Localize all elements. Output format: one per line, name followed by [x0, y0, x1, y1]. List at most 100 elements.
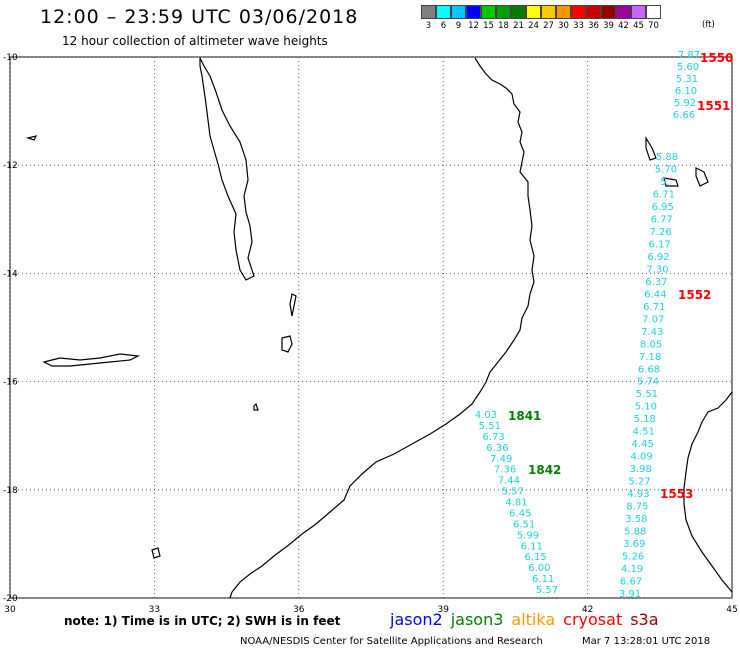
- comoros-island-3: [695, 167, 709, 187]
- lake-outline-2: [289, 293, 297, 317]
- color-scale-unit: (ft): [702, 20, 715, 30]
- color-scale-swatches: [421, 5, 661, 19]
- wave-height-value: 6.66: [673, 110, 695, 121]
- wave-height-value: 5.57: [502, 487, 524, 498]
- wave-height-value: 6.00: [528, 563, 550, 574]
- color-scale-labels: 3 6 9 12 15 18 21 24 27 30 33 36 39 42 45 70: [421, 21, 661, 31]
- color-swatch: [451, 5, 466, 19]
- color-swatch: [646, 5, 661, 19]
- satellite-legend-jason2: jason2: [390, 610, 443, 629]
- wave-height-value: 6.68: [638, 364, 660, 375]
- madagascar-coastline: [683, 391, 733, 593]
- coastline: [25, 57, 733, 599]
- wave-height-value: 5.51: [479, 421, 501, 432]
- color-swatch: [571, 5, 586, 19]
- pass-number-label: 1550: [700, 51, 733, 65]
- color-scale-label: 45: [633, 21, 644, 31]
- wave-height-value: 6.71: [653, 189, 675, 200]
- wave-height-value: 7.07: [642, 314, 664, 325]
- color-scale-label: 18: [498, 21, 509, 31]
- wave-height-value: 7.18: [639, 352, 661, 363]
- map-frame: [9, 56, 733, 599]
- wave-height-value: 5.99: [517, 530, 539, 541]
- wave-height-value: 8.75: [626, 502, 648, 513]
- wave-height-value: 7.26: [650, 227, 672, 238]
- color-swatch: [631, 5, 646, 19]
- wave-height-value: 7.30: [646, 264, 668, 275]
- wave-height-value: 6.77: [651, 214, 673, 225]
- wave-height-value: 6.95: [652, 202, 674, 213]
- color-swatch: [436, 5, 451, 19]
- color-scale-label: 15: [483, 21, 494, 31]
- page-subtitle: 12 hour collection of altimeter wave hei…: [62, 34, 328, 48]
- color-swatch: [556, 5, 571, 19]
- wave-height-value: 4.81: [505, 498, 527, 509]
- wave-height-value: 4.45: [632, 439, 654, 450]
- wave-height-value: 7.43: [641, 327, 663, 338]
- wave-height-value: 6.45: [509, 508, 531, 519]
- wave-height-value: 5.27: [628, 477, 650, 488]
- wave-height-value: 5.74: [637, 377, 659, 388]
- lon-tick-label: 45: [726, 605, 737, 615]
- wave-height-value: 4.19: [621, 564, 643, 575]
- lat-tick-label: -14: [3, 269, 18, 279]
- lat-tick-label: -20: [3, 594, 18, 604]
- wave-height-value: 5.88: [656, 152, 678, 163]
- wave-height-value: 7.36: [494, 465, 516, 476]
- satellite-legend-altika: altika: [511, 610, 556, 629]
- cahora-bassa-outline: [42, 353, 141, 367]
- wave-height-value: 6.71: [643, 302, 665, 313]
- lake-malawi-outline: [199, 57, 255, 281]
- pass-labels: 1550 1551 1552 1841 1842 1553: [508, 51, 733, 501]
- color-swatch: [466, 5, 481, 19]
- pass-number-label: 1842: [528, 463, 561, 477]
- wave-height-value: 3.69: [623, 539, 645, 550]
- color-scale-label: 6: [440, 21, 447, 31]
- color-scale-label: 30: [558, 21, 569, 31]
- wave-height-value: 5.57: [536, 585, 558, 596]
- footer-note: note: 1) Time is in UTC; 2) SWH is in fe…: [64, 614, 341, 628]
- footer-timestamp: Mar 7 13:28:01 UTC 2018: [582, 636, 711, 647]
- pass-number-label: 1553: [660, 487, 693, 501]
- color-scale-label: 27: [543, 21, 554, 31]
- mozambique-coastline: [229, 57, 535, 599]
- wave-height-value: 6.36: [486, 443, 508, 454]
- wave-height-value: 5.92: [674, 98, 696, 109]
- lat-lon-grid: [9, 56, 733, 599]
- wave-height-value: 3.91: [619, 589, 641, 600]
- lon-tick-label: 36: [293, 605, 305, 615]
- color-swatch: [541, 5, 556, 19]
- color-scale-label: 39: [603, 21, 614, 31]
- wave-height-value: 6.15: [524, 552, 546, 563]
- satellite-legend: jason2 jason3 altika cryosat s3a: [390, 610, 667, 629]
- satellite-legend-s3a: s3a: [630, 610, 659, 629]
- color-scale-label: 33: [573, 21, 584, 31]
- wave-height-value: 5.88: [624, 527, 646, 538]
- wave-height-value: 5.: [660, 177, 670, 188]
- wave-height-value: 4.09: [630, 452, 652, 463]
- lat-tick-label: -10: [3, 53, 18, 63]
- lake-outline-5: [25, 135, 38, 141]
- wave-height-value: 4.03: [475, 410, 497, 421]
- wave-height-value: 6.10: [675, 86, 697, 97]
- wave-height-value: 8.05: [640, 339, 662, 350]
- wave-height-value: 4.93: [627, 489, 649, 500]
- wave-height-value: 6.11: [532, 574, 554, 585]
- lat-tick-label: -18: [3, 486, 18, 496]
- color-scale-label: 9: [455, 21, 462, 31]
- wave-height-value: 5.10: [635, 402, 657, 413]
- lon-tick-label: 42: [582, 605, 593, 615]
- lake-outline-3: [151, 547, 161, 559]
- pass-number-label: 1841: [508, 409, 541, 423]
- wave-height-value: 4.51: [633, 427, 655, 438]
- wave-height-value: 6.51: [513, 519, 535, 530]
- color-swatch: [586, 5, 601, 19]
- wave-height-value: 6.44: [644, 289, 666, 300]
- axis-labels: 30 33 36 39 42 45 -10 -12 -14 -16 -18 -20: [3, 53, 738, 615]
- footer-credit: NOAA/NESDIS Center for Satellite Applica…: [240, 636, 543, 647]
- wave-height-value: 5.31: [676, 74, 698, 85]
- wave-height-value: 7.44: [498, 476, 520, 487]
- wave-height-value: 7.87: [678, 50, 700, 61]
- lake-outline-4: [253, 402, 259, 411]
- lon-tick-label: 39: [437, 605, 449, 615]
